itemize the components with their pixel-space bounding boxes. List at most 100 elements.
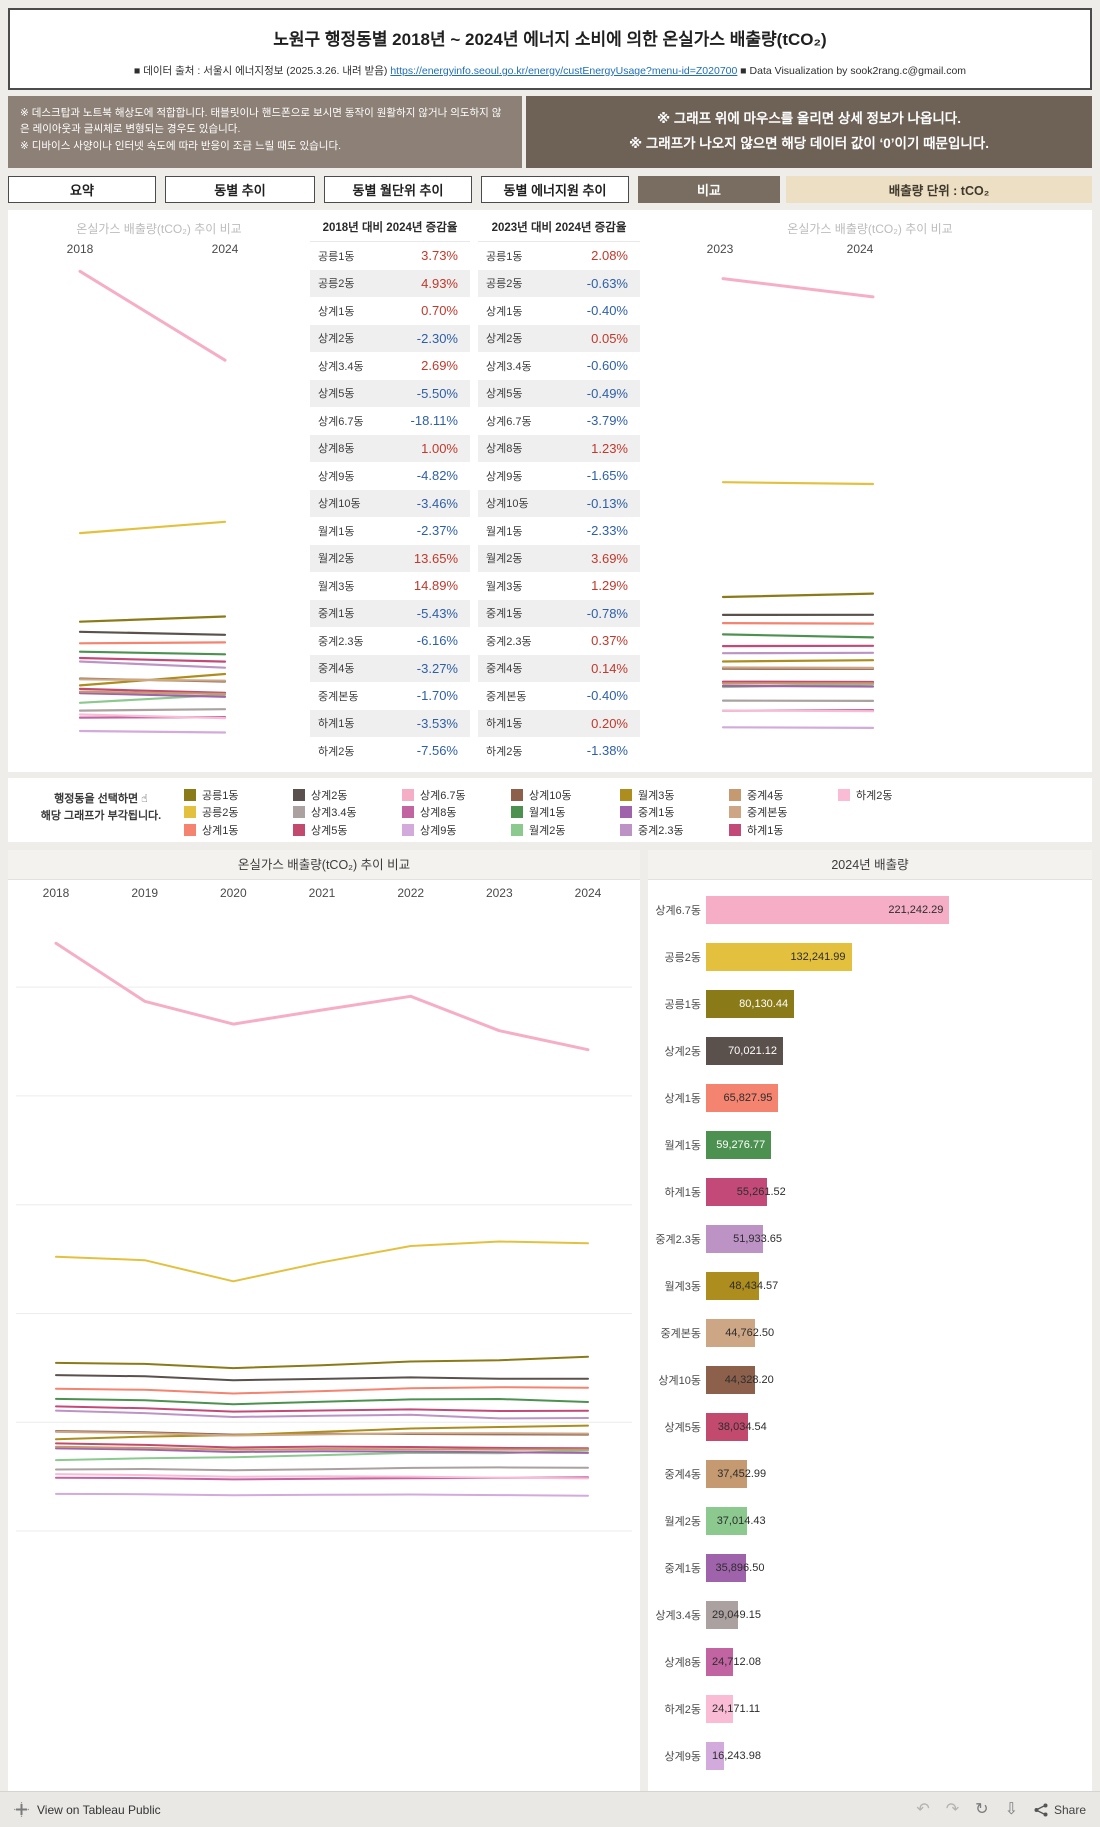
trend-chart[interactable]: 2018 2019 2020 2021 2022 2023 2024 [8, 881, 640, 1581]
bar[interactable] [706, 942, 852, 971]
trend-line[interactable] [55, 1240, 589, 1283]
slope-chart-2023-2024[interactable] [648, 262, 1088, 764]
pct-2023-row[interactable]: 월계1동 -2.33% [478, 517, 640, 545]
pct-2023-row[interactable]: 상계9동 -1.65% [478, 462, 640, 490]
legend-item[interactable]: 중계본동 [729, 804, 838, 822]
undo-icon[interactable]: ↶ [916, 1800, 930, 1818]
slope-line[interactable] [78, 687, 227, 694]
legend-item[interactable]: 월계3동 [620, 786, 729, 804]
tab-summary[interactable]: 요약 [8, 176, 156, 203]
slope-chart-2018-2024[interactable] [16, 262, 306, 764]
trend-line[interactable] [55, 1386, 589, 1395]
slope-line[interactable] [78, 630, 227, 636]
bar[interactable] [706, 1459, 748, 1488]
slope-line[interactable] [721, 726, 875, 729]
slope-line[interactable] [78, 713, 227, 720]
pct-2018-row[interactable]: 상계8동 1.00% [310, 434, 470, 462]
slope-line[interactable] [78, 520, 227, 535]
slope-line[interactable] [78, 269, 227, 362]
pct-2018-row[interactable]: 중계1동 -5.43% [310, 599, 470, 627]
slope-line[interactable] [721, 633, 875, 639]
slope-line[interactable] [78, 660, 227, 669]
pct-2018-row[interactable]: 중계본동 -1.70% [310, 682, 470, 710]
slope-line[interactable] [721, 709, 875, 713]
slope-line[interactable] [78, 692, 227, 698]
slope-line[interactable] [721, 622, 875, 625]
legend-item[interactable]: 상계1동 [184, 821, 293, 839]
trend-line[interactable] [55, 1409, 589, 1420]
legend-item[interactable]: 상계2동 [293, 786, 402, 804]
pct-2023-row[interactable]: 상계2동 0.05% [478, 324, 640, 352]
download-icon[interactable]: ⇩ [1004, 1800, 1018, 1818]
trend-line[interactable] [55, 1430, 589, 1437]
slope-line[interactable] [78, 656, 227, 663]
pct-2018-row[interactable]: 상계9동 -4.82% [310, 462, 470, 490]
share-button[interactable]: Share [1034, 1803, 1086, 1817]
bar[interactable] [706, 1553, 746, 1582]
trend-line[interactable] [55, 1355, 589, 1370]
legend-item[interactable]: 공릉2동 [184, 804, 293, 822]
pct-2023-row[interactable]: 공릉2동 -0.63% [478, 269, 640, 297]
pct-2023-row[interactable]: 중계2.3동 0.37% [478, 627, 640, 655]
trend-line[interactable] [55, 1473, 589, 1480]
pct-2023-row[interactable]: 상계5동 -0.49% [478, 379, 640, 407]
bar[interactable] [706, 1412, 748, 1441]
pct-2023-row[interactable]: 공릉1동 2.08% [478, 242, 640, 270]
trend-line[interactable] [55, 1374, 589, 1382]
slope-line[interactable] [78, 650, 227, 656]
bar[interactable] [706, 1318, 756, 1347]
legend-item[interactable]: 중계1동 [620, 804, 729, 822]
bar[interactable] [706, 1506, 747, 1535]
pct-2023-row[interactable]: 상계8동 1.23% [478, 434, 640, 462]
bar[interactable] [706, 1600, 738, 1629]
pct-2018-row[interactable]: 공릉2동 4.93% [310, 269, 470, 297]
pct-2018-row[interactable]: 상계2동 -2.30% [310, 324, 470, 352]
trend-line[interactable] [55, 1447, 589, 1454]
pct-2018-row[interactable]: 상계10동 -3.46% [310, 489, 470, 517]
trend-line[interactable] [54, 941, 590, 1052]
legend-item[interactable]: 상계10동 [511, 786, 620, 804]
legend-item[interactable]: 하계1동 [729, 821, 838, 839]
pct-2018-row[interactable]: 하계1동 -3.53% [310, 709, 470, 737]
pct-2023-row[interactable]: 상계10동 -0.13% [478, 489, 640, 517]
trend-line[interactable] [55, 1466, 589, 1472]
legend-item[interactable]: 상계8동 [402, 804, 511, 822]
pct-2023-row[interactable]: 월계2동 3.69% [478, 544, 640, 572]
pct-2018-row[interactable]: 상계5동 -5.50% [310, 379, 470, 407]
trend-line[interactable] [55, 1442, 589, 1450]
slope-line[interactable] [78, 615, 227, 623]
trend-line[interactable] [55, 1405, 589, 1413]
bar[interactable] [706, 1083, 779, 1112]
pct-2023-row[interactable]: 중계본동 -0.40% [478, 682, 640, 710]
pct-2023-row[interactable]: 상계6.7동 -3.79% [478, 407, 640, 435]
bar[interactable] [706, 1224, 764, 1253]
pct-2018-row[interactable]: 상계1동 0.70% [310, 297, 470, 325]
tab-energy-source-trend[interactable]: 동별 에너지원 추이 [481, 176, 629, 203]
pct-2023-row[interactable]: 중계1동 -0.78% [478, 599, 640, 627]
pct-2023-row[interactable]: 상계1동 -0.40% [478, 297, 640, 325]
legend-item[interactable]: 상계3.4동 [293, 804, 402, 822]
pct-2023-row[interactable]: 월계3동 1.29% [478, 572, 640, 600]
legend-item[interactable]: 공릉1동 [184, 786, 293, 804]
pct-2018-row[interactable]: 중계4동 -3.27% [310, 654, 470, 682]
legend-item[interactable]: 월계2동 [511, 821, 620, 839]
bar[interactable] [706, 1647, 734, 1676]
pct-2023-row[interactable]: 하계2동 -1.38% [478, 737, 640, 765]
bar[interactable] [706, 1177, 767, 1206]
tableau-attribution[interactable]: View on Tableau Public [14, 1802, 161, 1817]
slope-line[interactable] [78, 690, 227, 696]
bar[interactable] [706, 1741, 724, 1770]
pct-2023-row[interactable]: 하계1동 0.20% [478, 709, 640, 737]
reset-icon[interactable]: ↻ [975, 1800, 989, 1818]
pct-2018-row[interactable]: 하계2동 -7.56% [310, 737, 470, 765]
slope-line[interactable] [721, 592, 875, 599]
source-link[interactable]: https://energyinfo.seoul.go.kr/energy/cu… [390, 65, 738, 77]
slope-line[interactable] [721, 684, 875, 688]
legend-item[interactable]: 월계1동 [511, 804, 620, 822]
pct-2018-row[interactable]: 중계2.3동 -6.16% [310, 627, 470, 655]
tab-compare[interactable]: 비교 [638, 176, 780, 203]
slope-line[interactable] [721, 659, 875, 663]
slope-line[interactable] [78, 708, 227, 712]
bar[interactable] [706, 1694, 733, 1723]
pct-2018-row[interactable]: 상계3.4동 2.69% [310, 352, 470, 380]
